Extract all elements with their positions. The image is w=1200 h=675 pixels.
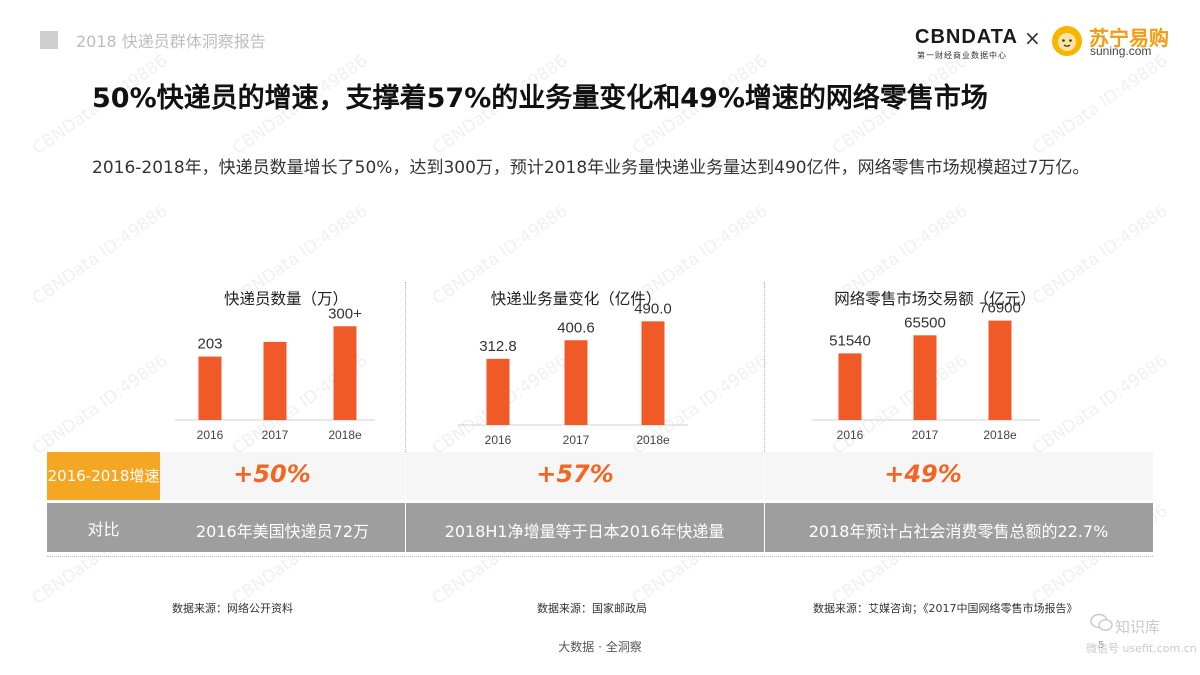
chart-1-employee-count: 203 2016 2017 300+ 2018e [175,305,375,442]
logo-separator: × [1024,26,1041,50]
chart-1-title: 快递员数量（万） [223,290,348,308]
suning-lion-icon [1052,26,1082,56]
cbndata-logo: CBNDATA [915,26,1018,48]
watermark-text: CBNData ID:49886 [1028,50,1172,160]
column-divider [405,282,406,552]
data-label: 76900 [979,300,1021,317]
bar-2017 [564,340,588,425]
growth-value-retail: +49% [884,460,962,488]
cell-divider [764,452,765,552]
header-square-icon [40,31,58,49]
page-title: 50%快递员的增速，支撑着57%的业务量变化和49%增速的网络零售市场 [92,83,988,114]
source-note-1: 数据来源：网络公开资料 [172,602,293,615]
bar-2017 [913,335,937,420]
page-subtitle: 2016-2018年，快递员数量增长了50%，达到300万，预计2018年业务量… [92,158,1090,178]
growth-row-label: 2016-2018增速 [47,452,160,500]
source-note-3: 数据来源：艾媒咨询；《2017中国网络零售市场报告》 [813,602,1078,615]
watermark-text: CBNData ID:49886 [28,350,172,460]
data-label: 65500 [904,314,946,331]
compare-row [160,503,1153,552]
cell-divider [405,452,406,552]
wechat-icon [1090,613,1113,631]
data-label: 300+ [328,305,362,322]
data-label: 203 [197,336,222,353]
watermark-text: CBNData ID:49886 [1028,350,1172,460]
page-number: 5 [1098,640,1105,651]
growth-value-couriers: +50% [233,460,311,488]
chart-3-online-retail: 51540 2016 65500 2017 76900 2018e [812,300,1040,442]
bar-2016 [198,356,222,420]
data-label: 51540 [829,332,871,349]
x-tick-label: 2017 [912,428,939,442]
x-tick-label: 2016 [485,433,512,447]
chart-2-parcel-volume: 312.8 2016 400.6 2017 490.0 2018e [458,300,688,447]
report-title: 2018 快递员群体洞察报告 [76,32,266,51]
bar-2016 [486,358,510,425]
x-tick-label: 2018e [983,428,1017,442]
source-note-2: 数据来源：国家邮政局 [537,602,647,615]
bar-2016 [838,353,862,420]
compare-row-label: 对比 [47,503,160,552]
corner-brand-subtitle: 微信号 usefit.com.cn [1086,642,1197,655]
x-tick-label: 2016 [837,428,864,442]
chart-3-title: 网络零售市场交易额（亿元） [834,290,1036,308]
column-divider [764,282,765,552]
bar-2018e [988,320,1012,420]
bar-2017 [263,341,287,420]
chart-2-title: 快递业务量变化（亿件） [490,290,662,308]
compare-value-volume: 2018H1净增量等于日本2016年快递量 [444,522,725,541]
cbndata-logo-subtitle: 第一财经商业数据中心 [917,51,1007,60]
x-tick-label: 2017 [262,428,289,442]
watermark-text: CBNData ID:49886 [28,200,172,310]
bar-2018e [641,321,665,425]
data-label: 400.6 [557,319,595,336]
x-tick-label: 2018e [328,428,362,442]
data-label: 490.0 [634,300,672,317]
growth-value-volume: +57% [536,460,614,488]
data-label: 312.8 [479,338,517,355]
corner-brand-name: 知识库 [1115,618,1161,636]
table-bottom-line [47,556,1153,557]
bar-2018e [333,326,357,420]
x-tick-label: 2016 [197,428,224,442]
x-tick-label: 2017 [563,433,590,447]
growth-row [160,452,1153,500]
x-tick-label: 2018e [636,433,670,447]
compare-value-retail: 2018年预计占社会消费零售总额的22.7% [808,522,1109,541]
compare-value-couriers: 2016年美国快递员72万 [195,522,370,541]
suning-logo: 苏宁易购 [1089,26,1169,50]
footer-slogan: 大数据 · 全洞察 [558,640,642,654]
suning-logo-subtitle: suning.com [1090,44,1152,58]
